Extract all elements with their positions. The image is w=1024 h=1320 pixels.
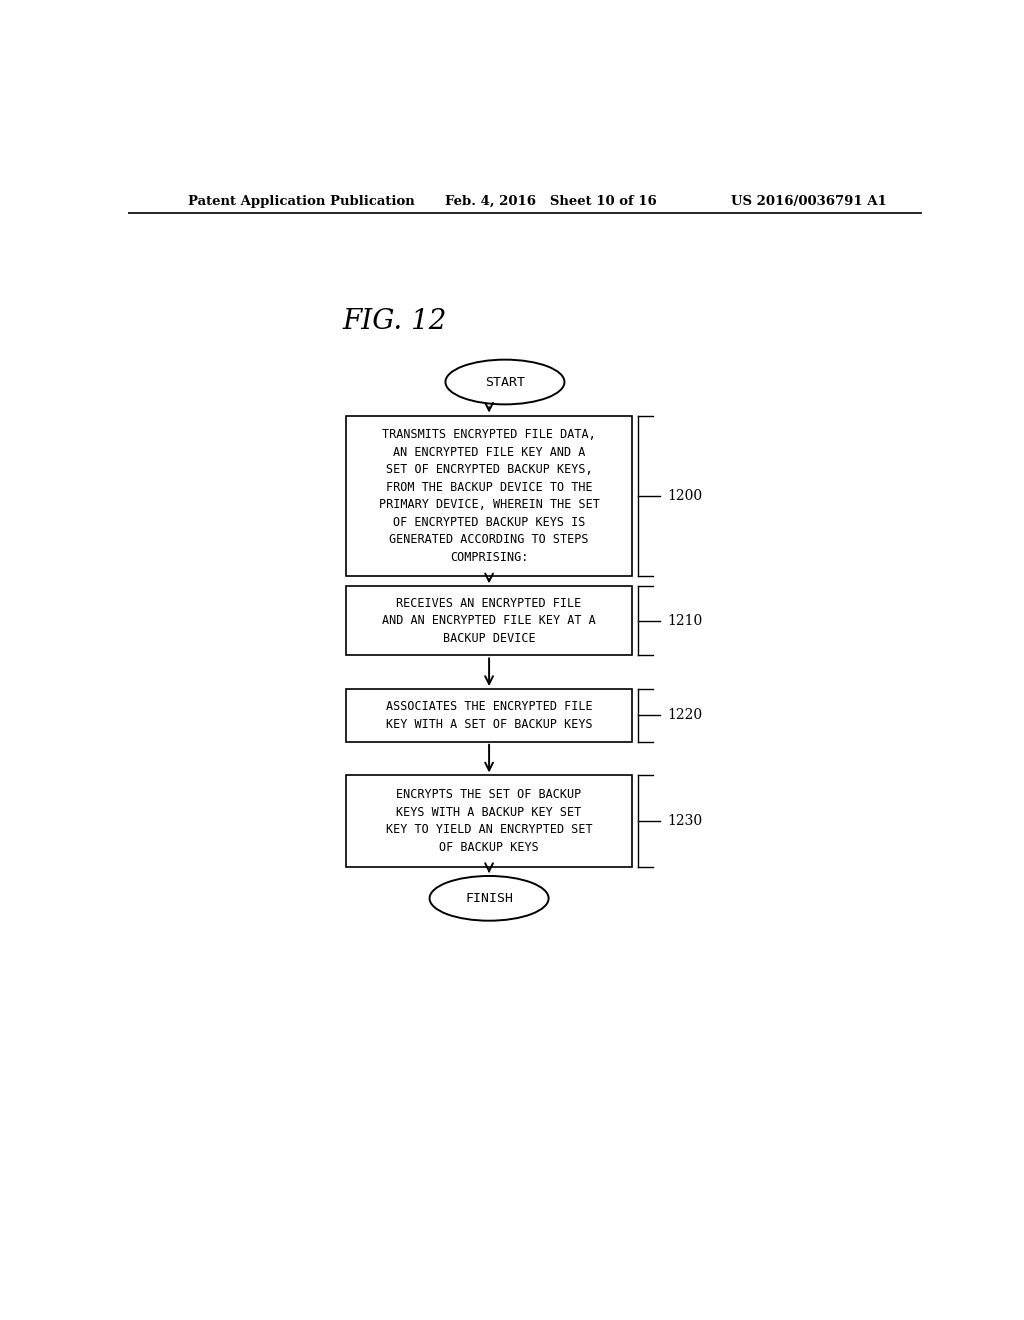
Text: 1210: 1210 <box>668 614 702 628</box>
Ellipse shape <box>430 876 549 921</box>
Text: ASSOCIATES THE ENCRYPTED FILE
KEY WITH A SET OF BACKUP KEYS: ASSOCIATES THE ENCRYPTED FILE KEY WITH A… <box>386 700 593 731</box>
Text: TRANSMITS ENCRYPTED FILE DATA,
AN ENCRYPTED FILE KEY AND A
SET OF ENCRYPTED BACK: TRANSMITS ENCRYPTED FILE DATA, AN ENCRYP… <box>379 428 599 564</box>
Text: 1200: 1200 <box>668 488 702 503</box>
FancyBboxPatch shape <box>346 775 632 867</box>
Text: FINISH: FINISH <box>465 892 513 904</box>
Text: Feb. 4, 2016   Sheet 10 of 16: Feb. 4, 2016 Sheet 10 of 16 <box>445 194 657 207</box>
Ellipse shape <box>445 359 564 404</box>
Text: 1230: 1230 <box>668 814 702 828</box>
Text: ENCRYPTS THE SET OF BACKUP
KEYS WITH A BACKUP KEY SET
KEY TO YIELD AN ENCRYPTED : ENCRYPTS THE SET OF BACKUP KEYS WITH A B… <box>386 788 593 854</box>
Text: RECEIVES AN ENCRYPTED FILE
AND AN ENCRYPTED FILE KEY AT A
BACKUP DEVICE: RECEIVES AN ENCRYPTED FILE AND AN ENCRYP… <box>382 597 596 645</box>
Text: START: START <box>485 375 525 388</box>
Text: US 2016/0036791 A1: US 2016/0036791 A1 <box>731 194 887 207</box>
Text: Patent Application Publication: Patent Application Publication <box>187 194 415 207</box>
Text: 1220: 1220 <box>668 709 702 722</box>
FancyBboxPatch shape <box>346 416 632 576</box>
FancyBboxPatch shape <box>346 586 632 656</box>
FancyBboxPatch shape <box>346 689 632 742</box>
Text: FIG. 12: FIG. 12 <box>342 308 446 334</box>
